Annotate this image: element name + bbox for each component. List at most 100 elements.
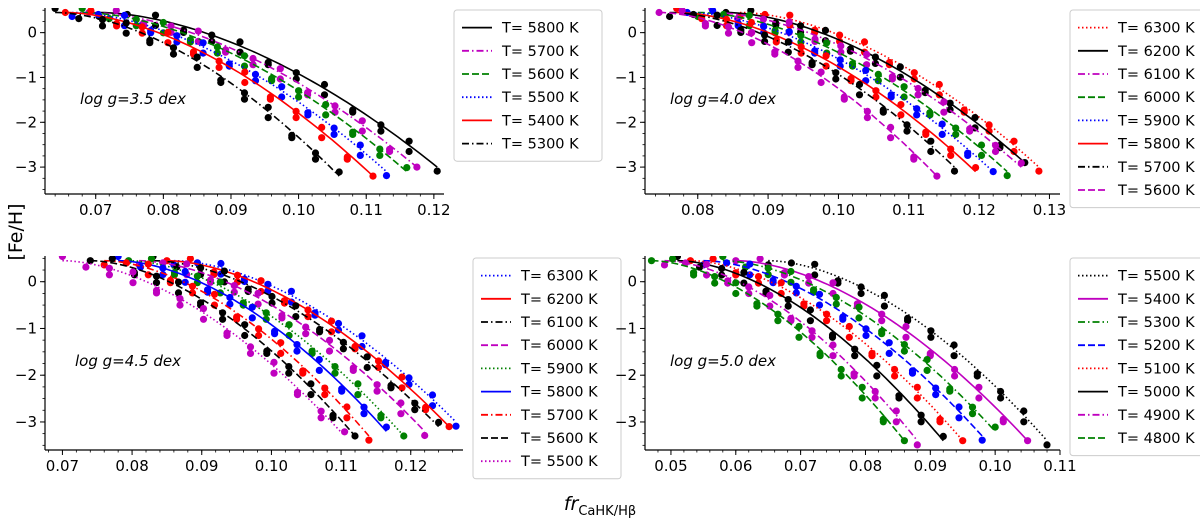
series-point-4	[68, 12, 76, 21]
series-point-5	[936, 418, 944, 426]
series-point-1	[1020, 407, 1028, 415]
series-point-7	[808, 333, 816, 341]
series-point-2	[896, 63, 904, 71]
series-point-7	[892, 418, 900, 426]
series-point-8	[241, 321, 249, 329]
series-point-6	[51, 8, 59, 12]
series-point-1	[857, 289, 865, 298]
series-point-1	[405, 374, 413, 382]
series-point-3	[837, 42, 845, 50]
series-point-3	[197, 264, 205, 272]
series-point-6	[169, 44, 178, 52]
x-tick-label: 0.10	[255, 457, 288, 475]
legend-label-1: T= 6300 K	[1117, 21, 1195, 37]
series-point-7	[808, 61, 816, 69]
series-point-1	[208, 31, 216, 39]
series-point-4	[955, 414, 963, 422]
series-point-4	[254, 289, 262, 297]
series-point-4	[862, 331, 870, 340]
series-point-9	[199, 315, 208, 323]
legend-label-3: T= 5300 K	[1117, 315, 1195, 331]
series-point-8	[795, 322, 803, 331]
series-point-4	[302, 323, 310, 331]
series-point-6	[264, 114, 272, 122]
series-point-5	[913, 105, 921, 113]
x-tick-label: 0.11	[324, 457, 357, 475]
series-point-2	[413, 163, 421, 171]
legend-label-9: T= 5500 K	[520, 454, 598, 470]
series-point-8	[690, 271, 698, 279]
series-point-6	[797, 43, 805, 51]
series-point-6	[872, 87, 880, 95]
series-point-3	[213, 43, 221, 51]
legend-label-4: T= 5500 K	[501, 90, 579, 106]
series-point-1	[950, 341, 958, 349]
x-tick-label: 0.09	[751, 201, 784, 219]
series-point-6	[248, 314, 256, 322]
series-point-3	[363, 363, 371, 372]
series-point-1	[935, 80, 943, 89]
series-point-4	[932, 384, 940, 392]
series-point-3	[923, 366, 931, 374]
series-point-4	[373, 381, 381, 389]
series-point-4	[373, 387, 381, 395]
plot-area	[655, 8, 1043, 180]
series-point-5	[913, 111, 921, 119]
series-point-5	[147, 256, 156, 263]
series-point-6	[159, 264, 167, 272]
series-point-8	[285, 363, 293, 371]
series-point-8	[669, 256, 677, 263]
y-tick-label: −3	[615, 158, 637, 176]
series-point-5	[354, 380, 362, 388]
series-point-1	[349, 108, 357, 116]
legend-label-2: T= 6200 K	[1117, 44, 1195, 60]
series-point-3	[991, 141, 1000, 149]
series-point-3	[719, 256, 727, 261]
series-point-7	[343, 403, 351, 411]
series-point-6	[75, 15, 83, 23]
legend-label-5: T= 5900 K	[1117, 113, 1195, 129]
legend-label-3: T= 6100 K	[1117, 67, 1195, 83]
series-point-8	[678, 8, 686, 15]
series-point-8	[174, 289, 183, 297]
series-point-7	[829, 341, 837, 349]
series-point-2	[386, 147, 394, 156]
series-point-2	[821, 26, 830, 34]
series-point-1	[452, 422, 460, 430]
series-point-6	[360, 410, 368, 418]
plot-area	[51, 8, 441, 180]
series-point-5	[989, 168, 997, 176]
x-tick-label: 0.08	[115, 457, 148, 475]
series-point-8	[858, 383, 866, 391]
series-point-7	[277, 349, 285, 357]
series-point-4	[349, 366, 357, 374]
series-point-8	[732, 289, 740, 298]
series-point-8	[285, 369, 293, 377]
series-point-2	[871, 53, 880, 61]
series-point-4	[978, 436, 986, 444]
legend-label-3: T= 5600 K	[501, 67, 579, 83]
series-point-7	[365, 436, 373, 444]
series-point-4	[932, 391, 940, 399]
series-point-4	[421, 431, 429, 440]
series-point-8	[748, 28, 756, 36]
y-tick-label: 0	[27, 24, 37, 42]
x-tick-label: 0.10	[822, 201, 855, 219]
series-point-3	[991, 147, 1000, 156]
series-point-9	[246, 343, 255, 351]
series-point-8	[753, 302, 761, 310]
series-point-8	[655, 8, 663, 17]
series-point-6	[264, 103, 272, 111]
series-point-4	[977, 151, 986, 159]
series-point-8	[219, 309, 227, 317]
series-point-6	[311, 149, 320, 157]
y-axis-label: [Fe/H]	[5, 203, 27, 260]
series-point-6	[98, 22, 107, 30]
series-point-3	[363, 353, 371, 361]
series-point-5	[777, 279, 785, 287]
x-tick-label: 0.07	[784, 457, 817, 475]
series-point-1	[836, 31, 844, 39]
series-point-4	[302, 330, 310, 338]
series-point-3	[968, 403, 977, 411]
series-point-8	[795, 333, 803, 341]
